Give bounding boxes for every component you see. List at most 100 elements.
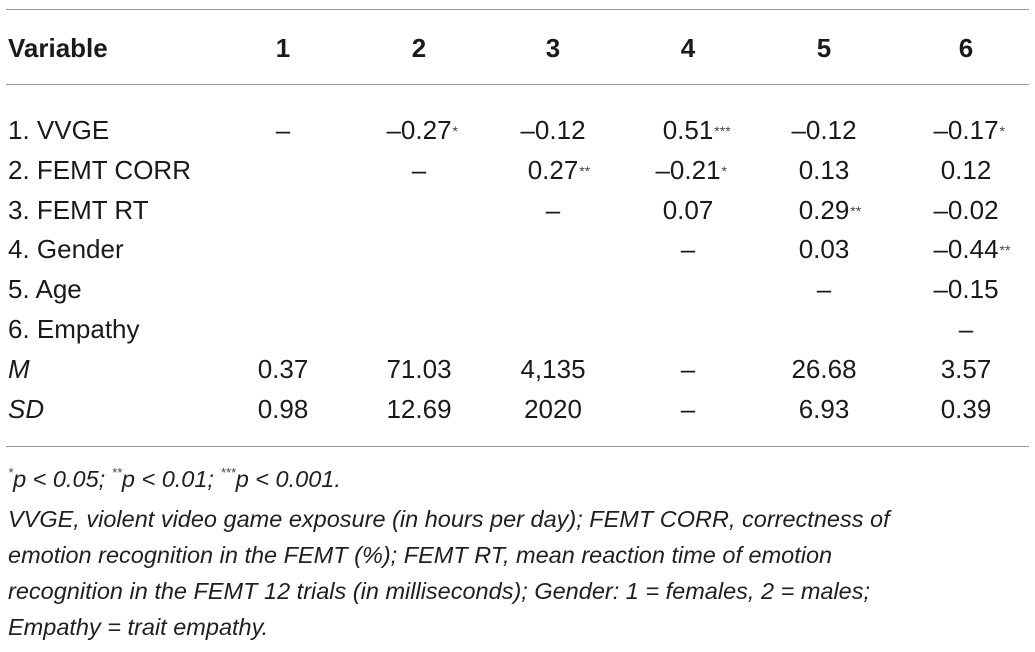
table-cell: –0.17 *: [933, 115, 1005, 145]
cell-value: 12.69: [386, 393, 452, 424]
cell-value: –0.27: [386, 115, 452, 145]
cell-value: 2020: [524, 393, 582, 424]
table-cell: –: [817, 274, 831, 304]
row-label: M: [8, 353, 30, 384]
table-cell: 0.39: [941, 394, 992, 424]
sig-marker-2: **: [111, 465, 122, 480]
table-cell: 2020: [524, 394, 582, 424]
row-label: 2. FEMT CORR: [8, 154, 191, 185]
cell-value: –0.02: [933, 194, 999, 225]
cell-value: 0.27: [527, 154, 579, 185]
header-variable: Variable: [8, 33, 108, 63]
significance-marker: **: [999, 242, 1011, 259]
table-cell: –0.02: [933, 195, 998, 225]
table-cell: 0.51 ***: [662, 115, 731, 145]
table-cell: 6.93: [799, 394, 850, 424]
sig-marker-3: ***: [220, 465, 236, 480]
header-col-2: 2: [411, 33, 427, 63]
cell-value: 0.37: [257, 353, 309, 384]
table-cell: 12.69: [386, 394, 451, 424]
table-cell: 4,135: [520, 354, 585, 384]
cell-value: 0.13: [798, 154, 850, 185]
table-cell: –: [681, 394, 695, 424]
table-cell: 3.57: [941, 354, 992, 384]
cell-value: –: [958, 314, 974, 344]
table-cell: –: [681, 234, 695, 264]
row-label: SD: [8, 393, 45, 424]
cell-value: 0.29: [798, 194, 850, 225]
significance-marker: **: [850, 202, 862, 219]
cell-value: –0.44: [933, 234, 999, 265]
sig-text-1: p < 0.05;: [13, 466, 112, 492]
sig-marker-1: *: [8, 465, 14, 480]
row-label: 4. Gender: [8, 234, 124, 265]
row-label: 5. Age: [8, 274, 82, 305]
cell-value: 26.68: [791, 353, 857, 384]
table-cell: 0.07: [663, 195, 714, 225]
significance-note: *p < 0.05; **p < 0.01; ***p < 0.001.: [8, 462, 341, 496]
abbreviation-note-line-4: Empathy = trait empathy.: [8, 614, 269, 640]
cell-value: –: [275, 115, 291, 145]
table-cell: 0.03: [799, 234, 850, 264]
header-col-3: 3: [545, 33, 561, 63]
abbreviation-note-line-1: VVGE, violent video game exposure (in ho…: [8, 506, 890, 532]
table-cell: 26.68: [791, 354, 856, 384]
table-cell: –0.15: [933, 274, 998, 304]
significance-marker: **: [579, 162, 591, 179]
cell-value: –: [680, 353, 696, 384]
row-label: 3. FEMT RT: [8, 194, 149, 225]
cell-value: –0.21: [655, 154, 721, 185]
table-bottom-rule: [6, 446, 1029, 447]
cell-value: –: [411, 154, 427, 185]
header-col-6: 6: [958, 33, 974, 63]
table-cell: –0.12: [520, 115, 585, 145]
table-cell: 0.27 **: [527, 154, 591, 185]
table-cell: 71.03: [386, 354, 451, 384]
cell-value: –: [816, 274, 832, 305]
significance-marker: ***: [714, 123, 731, 139]
table-cell: –: [959, 314, 973, 344]
cell-value: 4,135: [520, 353, 586, 384]
cell-value: –0.15: [933, 274, 999, 305]
cell-value: –0.17: [933, 115, 999, 145]
row-label: 1. VVGE: [8, 115, 110, 145]
table-cell: 0.29 **: [798, 194, 862, 225]
significance-marker: *: [999, 123, 1005, 139]
cell-value: 0.51: [662, 115, 714, 145]
significance-marker: *: [452, 123, 458, 139]
table-cell: 0.98: [258, 394, 309, 424]
table-cell: –0.21 *: [655, 154, 727, 185]
header-col-1: 1: [275, 33, 291, 63]
table-cell: –0.44 **: [933, 234, 1010, 265]
table-cell: 0.12: [941, 155, 992, 185]
table-cell: –: [546, 195, 560, 225]
cell-value: 71.03: [386, 353, 452, 384]
table-top-rule: [6, 9, 1029, 10]
sig-text-3: p < 0.001.: [235, 466, 341, 492]
cell-value: 6.93: [798, 393, 850, 424]
cell-value: –: [680, 234, 696, 265]
significance-marker: *: [721, 162, 727, 179]
cell-value: 0.12: [940, 154, 992, 185]
sig-text-2: p < 0.01;: [121, 466, 221, 492]
table-cell: –: [681, 354, 695, 384]
cell-value: –0.12: [791, 115, 857, 145]
abbreviation-note-line-2: emotion recognition in the FEMT (%); FEM…: [8, 542, 833, 568]
cell-value: 0.98: [257, 393, 309, 424]
cell-value: 0.07: [662, 194, 714, 225]
cell-value: 0.03: [798, 234, 850, 265]
table-cell: –: [276, 115, 290, 145]
row-label: 6. Empathy: [8, 314, 140, 344]
table-cell: 0.13: [799, 155, 850, 185]
cell-value: –: [545, 194, 561, 225]
cell-value: 3.57: [940, 353, 992, 384]
cell-value: 0.39: [940, 393, 992, 424]
abbreviation-note-line-3: recognition in the FEMT 12 trials (in mi…: [8, 578, 871, 604]
cell-value: –: [680, 393, 696, 424]
table-cell: 0.37: [258, 354, 309, 384]
table-cell: –0.12: [791, 115, 856, 145]
cell-value: –0.12: [520, 115, 586, 145]
header-col-5: 5: [816, 33, 832, 63]
header-col-4: 4: [680, 33, 696, 63]
table-cell: –0.27 *: [386, 115, 458, 145]
